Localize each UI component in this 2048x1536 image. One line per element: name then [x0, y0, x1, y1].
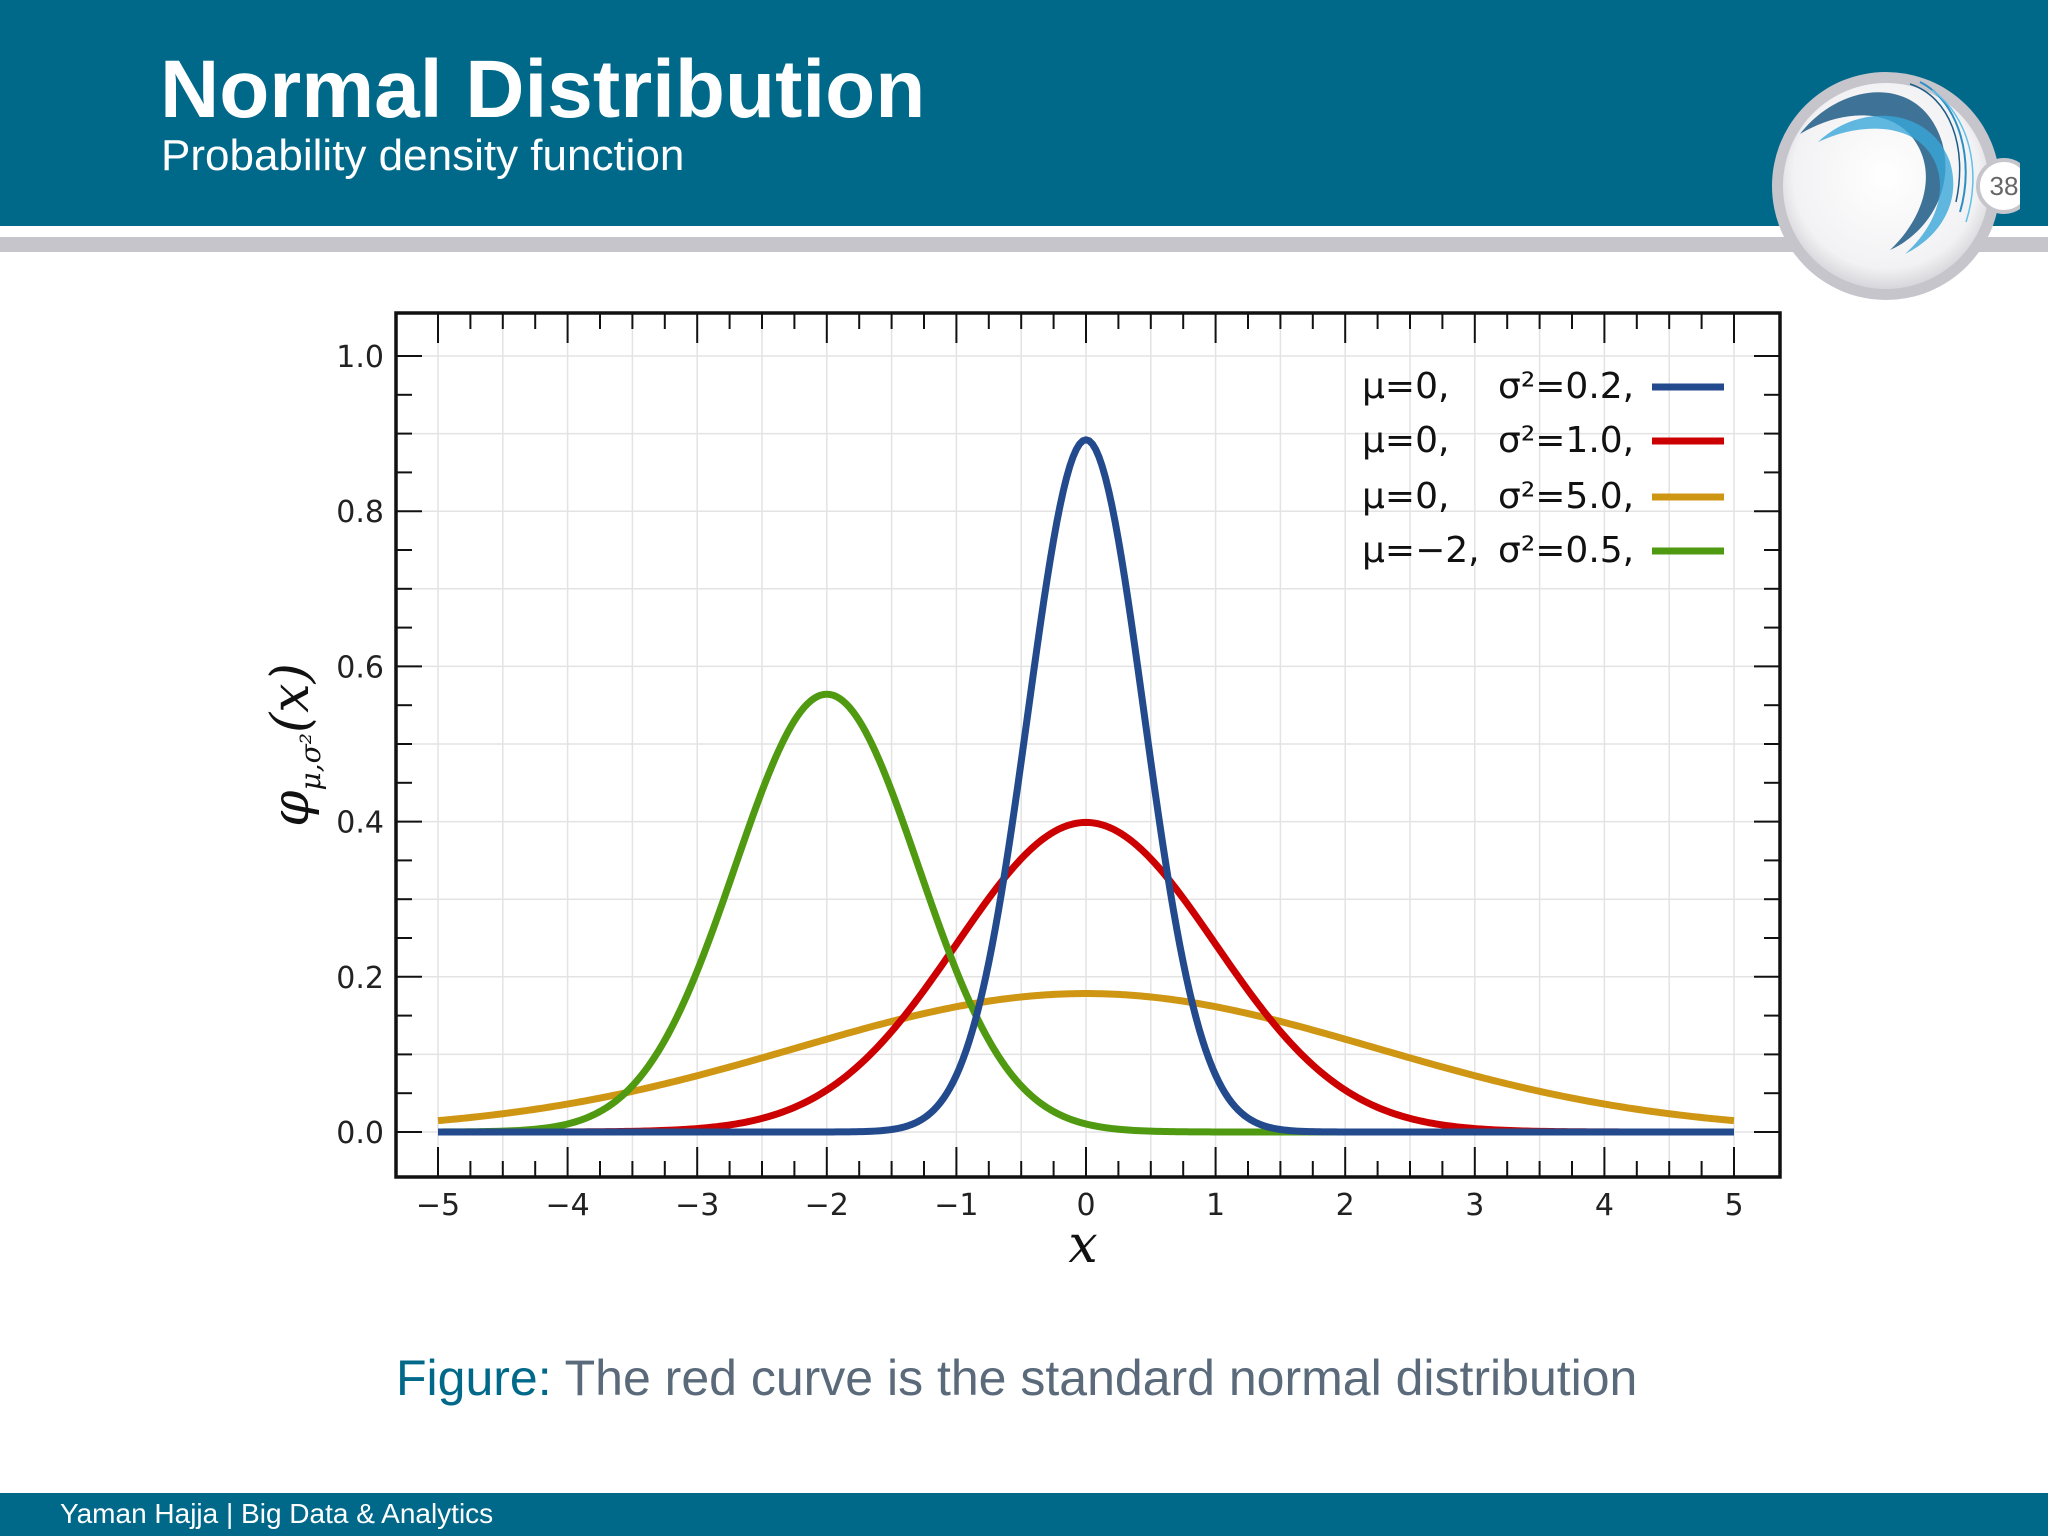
x-tick-label: −5 [416, 1188, 460, 1223]
x-tick-label: −1 [934, 1188, 978, 1223]
y-tick-label: 0.0 [336, 1116, 384, 1151]
x-tick-label: −3 [675, 1188, 719, 1223]
x-tick-label: −4 [545, 1188, 589, 1223]
legend-sigma-label: σ²=0.5, [1498, 530, 1634, 571]
legend-sigma-label: σ²=0.2, [1498, 366, 1634, 407]
y-tick-label: 0.2 [336, 961, 384, 996]
y-axis-label-subscript: μ,σ² [294, 733, 327, 790]
x-tick-label: −2 [805, 1188, 849, 1223]
x-tick-label: 4 [1595, 1188, 1614, 1223]
logo-swirl-strand-3 [1909, 83, 1961, 203]
figure-caption: Figure: The red curve is the standard no… [396, 1348, 1637, 1408]
slide-header: Normal Distribution Probability density … [0, 0, 2048, 226]
y-tick-label: 1.0 [336, 340, 384, 375]
x-tick-label: 1 [1206, 1188, 1225, 1223]
page-number-badge [1976, 158, 2020, 214]
legend-mu-label: μ=−2, [1362, 530, 1480, 571]
y-tick-label: 0.8 [336, 495, 384, 530]
logo-swirl-strand-2 [1931, 89, 1974, 223]
x-tick-label: 2 [1336, 1188, 1355, 1223]
caption-text: The red curve is the standard normal dis… [551, 1350, 1638, 1406]
footer-text: Yaman Hajja | Big Data & Analytics [60, 1498, 494, 1529]
legend-sigma-label: σ²=1.0, [1498, 420, 1634, 461]
x-tick-label: 0 [1076, 1188, 1095, 1223]
svg-text:φμ,σ²(x): φμ,σ²(x) [261, 663, 327, 827]
y-axis-label-symbol: φ [261, 790, 321, 827]
page-number: 38 [1990, 171, 2019, 201]
series-line-3 [437, 990, 1735, 1125]
swirl-logo-icon: 38 [1772, 72, 2020, 300]
y-tick-label: 0.4 [336, 806, 384, 841]
y-axis-label: φμ,σ²(x) [261, 663, 327, 827]
series-line-1 [437, 436, 1735, 1136]
y-axis-label-arg: (x) [261, 663, 321, 733]
legend-mu-label: μ=0, [1362, 420, 1449, 461]
legend-sigma-label: σ²=5.0, [1498, 476, 1634, 517]
caption-label: Figure: [396, 1350, 552, 1406]
x-tick-label: 3 [1465, 1188, 1484, 1223]
slide-title: Normal Distribution [160, 44, 926, 135]
x-tick-label: 5 [1724, 1188, 1743, 1223]
legend-mu-label: μ=0, [1362, 366, 1449, 407]
header-rule-grey [0, 237, 2048, 252]
header-rule-white [0, 226, 2048, 237]
slide-footer: Yaman Hajja | Big Data & Analytics [0, 1493, 2048, 1536]
legend-mu-label: μ=0, [1362, 476, 1449, 517]
normal-distribution-chart: −5 −4 −3 −2 −1 0 1 2 3 4 5 0.0 0.2 0.4 0.6 0.8 1.0 μ=0, σ… [261, 311, 1782, 1275]
y-tick-label: 0.6 [336, 650, 384, 685]
slide-subtitle: Probability density function [161, 131, 685, 180]
x-axis-label: x [1068, 1215, 1097, 1275]
